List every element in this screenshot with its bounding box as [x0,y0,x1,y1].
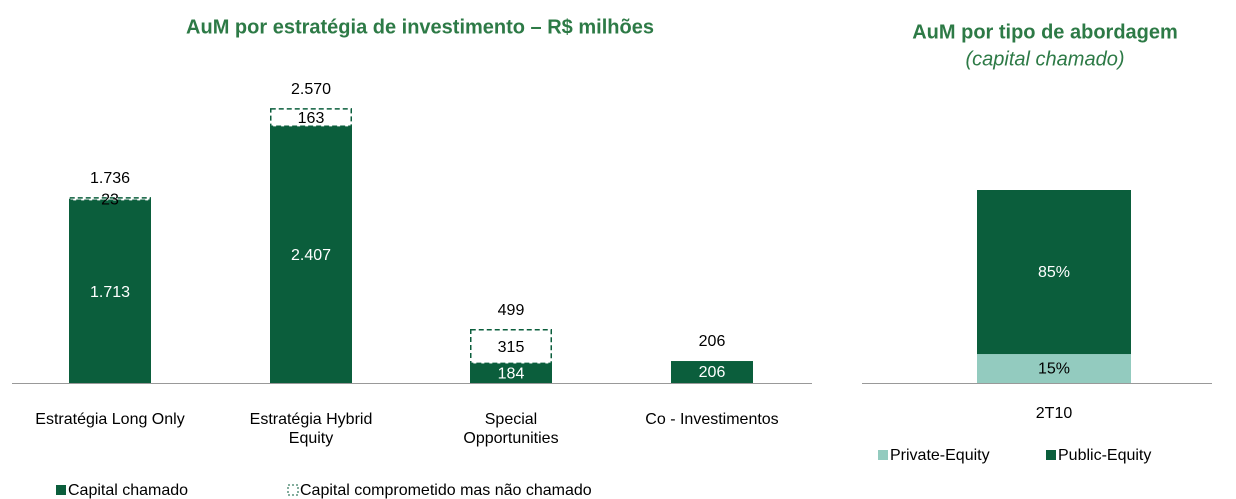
total-label: 1.736 [90,170,130,187]
bar-segment [270,108,352,128]
value-label: 163 [298,110,325,127]
legend-label: Capital chamado [68,482,188,499]
total-label: 206 [699,333,726,350]
value-label: 23 [101,191,119,208]
bar-segment [69,200,151,383]
bar-segment [470,329,552,365]
legend-swatch [56,485,66,495]
value-label: 184 [498,365,525,382]
value-label: 15% [1038,361,1070,378]
value-label: 85% [1038,264,1070,281]
chart-title: AuM por estratégia de investimento – R$ … [186,16,654,38]
value-label: 315 [498,339,525,356]
bar-segment [470,363,552,383]
legend-label: Private-Equity [890,447,990,464]
value-label: 1.713 [90,284,130,301]
legend-label: Public-Equity [1058,447,1151,464]
bar-segment [977,354,1131,383]
x-tick-label: Estratégia Long Only [35,411,185,428]
x-tick-label: Special Opportunities [463,411,559,447]
x-tick-label: 2T10 [1035,405,1073,422]
legend-swatch [287,484,299,496]
x-tick-label: Estratégia Hybrid Equity [249,411,373,447]
x-tick-label: Co - Investimentos [645,411,779,428]
bar-segment [977,190,1131,355]
chart-subtitle: (capital chamado) [966,48,1125,70]
chart-title: AuM por tipo de abordagem [912,21,1178,43]
legend-label: Capital comprometido mas não chamado [300,482,592,499]
bar-segment [69,197,151,202]
value-label: 2.407 [291,247,331,264]
total-label: 499 [498,302,525,319]
bar-segment [270,126,352,384]
legend-swatch [878,450,888,460]
bar-segment [671,361,753,383]
value-label: 206 [699,364,726,381]
legend-swatch [1046,450,1056,460]
total-label: 2.570 [291,81,331,98]
